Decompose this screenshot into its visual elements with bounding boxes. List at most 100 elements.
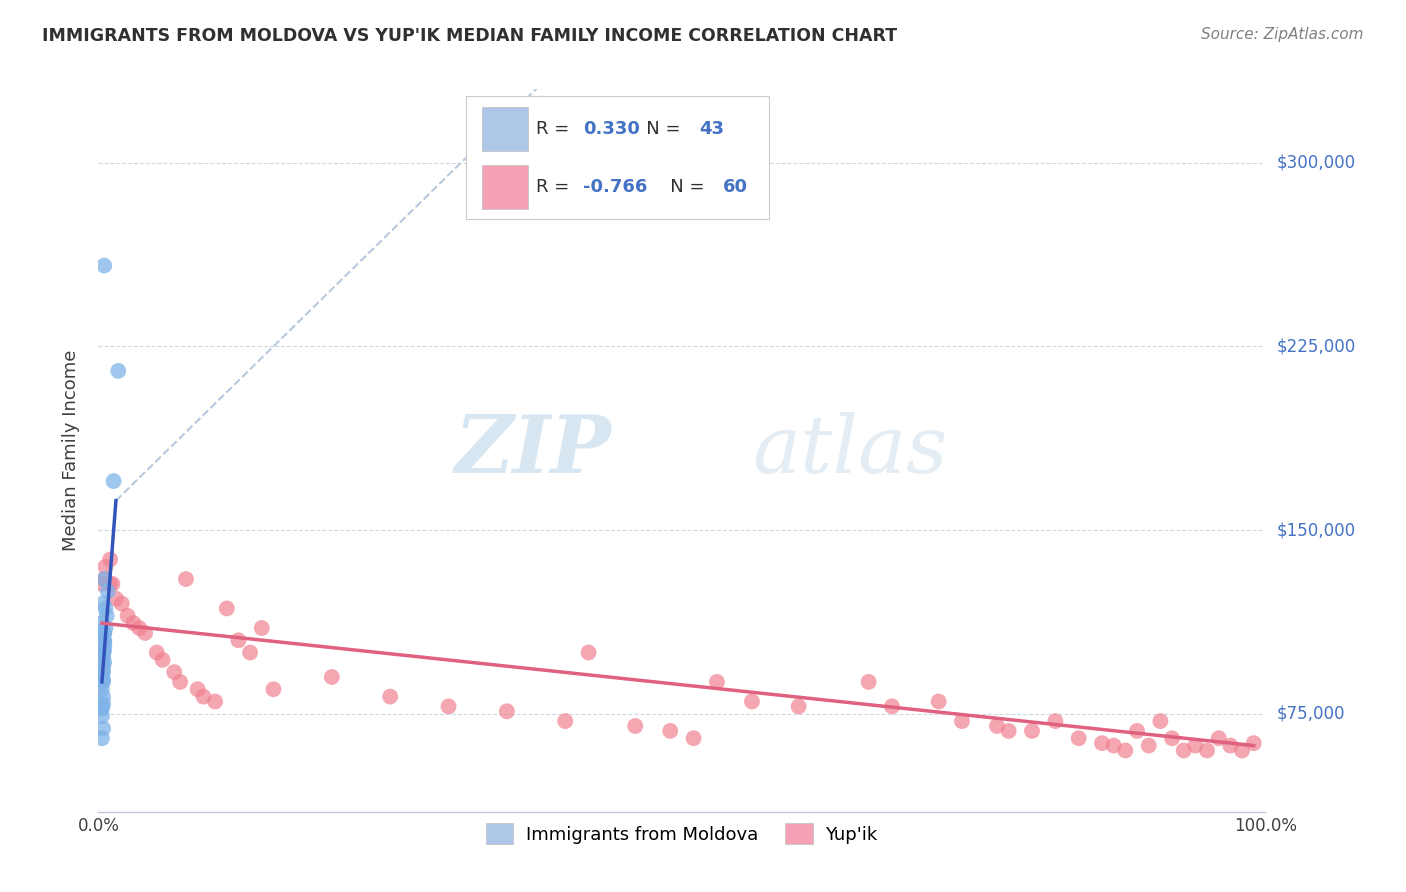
Point bbox=[117, 608, 139, 623]
Point bbox=[578, 646, 600, 660]
Point bbox=[321, 670, 343, 684]
Point bbox=[262, 682, 284, 697]
Point bbox=[91, 657, 114, 672]
Point bbox=[101, 577, 124, 591]
Point bbox=[1126, 723, 1149, 738]
Point bbox=[107, 364, 129, 378]
Point bbox=[1184, 739, 1206, 753]
Point bbox=[706, 674, 728, 689]
Point bbox=[93, 626, 115, 640]
Point bbox=[90, 731, 112, 746]
Point bbox=[90, 682, 112, 697]
Point bbox=[950, 714, 973, 728]
Point bbox=[1243, 736, 1265, 750]
Text: N =: N = bbox=[652, 178, 710, 195]
Point bbox=[1219, 739, 1241, 753]
Point bbox=[91, 665, 114, 679]
Point bbox=[93, 572, 115, 586]
Point bbox=[204, 694, 226, 708]
Point bbox=[111, 597, 134, 611]
Point bbox=[94, 559, 117, 574]
Point bbox=[250, 621, 273, 635]
Text: $225,000: $225,000 bbox=[1277, 337, 1355, 355]
Point bbox=[1161, 731, 1184, 746]
Point bbox=[90, 674, 112, 689]
Point bbox=[215, 601, 238, 615]
Point bbox=[90, 653, 112, 667]
Point bbox=[91, 643, 114, 657]
Point bbox=[91, 697, 114, 711]
Text: N =: N = bbox=[630, 120, 686, 138]
Point bbox=[787, 699, 810, 714]
Point bbox=[98, 577, 121, 591]
Point bbox=[93, 643, 115, 657]
Point bbox=[1137, 739, 1160, 753]
Text: $75,000: $75,000 bbox=[1277, 705, 1346, 723]
Point bbox=[437, 699, 460, 714]
Text: 0.330: 0.330 bbox=[582, 120, 640, 138]
Point bbox=[1195, 743, 1218, 757]
Point bbox=[193, 690, 215, 704]
Point bbox=[624, 719, 647, 733]
Text: -0.766: -0.766 bbox=[582, 178, 647, 195]
Point bbox=[104, 591, 127, 606]
Point bbox=[90, 670, 112, 684]
Point bbox=[986, 719, 1008, 733]
Point bbox=[93, 638, 115, 652]
Point bbox=[169, 674, 191, 689]
Point bbox=[98, 552, 121, 566]
Text: R =: R = bbox=[536, 178, 575, 195]
Point bbox=[880, 699, 903, 714]
Point bbox=[90, 709, 112, 723]
Point bbox=[94, 601, 117, 615]
Point bbox=[997, 723, 1019, 738]
Text: Source: ZipAtlas.com: Source: ZipAtlas.com bbox=[1201, 27, 1364, 42]
Point bbox=[91, 722, 114, 736]
Point bbox=[91, 646, 114, 660]
Point bbox=[741, 694, 763, 708]
Point bbox=[163, 665, 186, 679]
Point bbox=[90, 702, 112, 716]
FancyBboxPatch shape bbox=[482, 107, 527, 151]
Point bbox=[1021, 723, 1043, 738]
Point bbox=[91, 650, 114, 665]
Point bbox=[91, 633, 114, 648]
Point bbox=[228, 633, 250, 648]
Point bbox=[122, 616, 145, 631]
Point bbox=[496, 704, 519, 718]
Point bbox=[90, 640, 112, 655]
Point bbox=[928, 694, 950, 708]
Point bbox=[90, 660, 112, 674]
Point bbox=[134, 626, 156, 640]
Text: ZIP: ZIP bbox=[456, 412, 612, 489]
Point bbox=[97, 584, 120, 599]
Point bbox=[93, 259, 115, 273]
Point bbox=[90, 699, 112, 714]
Point bbox=[1045, 714, 1067, 728]
Point bbox=[96, 608, 118, 623]
Point bbox=[94, 621, 117, 635]
Point bbox=[1102, 739, 1125, 753]
Point bbox=[152, 653, 174, 667]
Point bbox=[91, 690, 114, 704]
FancyBboxPatch shape bbox=[465, 96, 769, 219]
Point bbox=[187, 682, 209, 697]
Legend: Immigrants from Moldova, Yup'ik: Immigrants from Moldova, Yup'ik bbox=[478, 814, 886, 854]
Point bbox=[682, 731, 704, 746]
FancyBboxPatch shape bbox=[482, 165, 527, 209]
Point bbox=[1114, 743, 1136, 757]
Y-axis label: Median Family Income: Median Family Income bbox=[62, 350, 80, 551]
Point bbox=[91, 663, 114, 677]
Point bbox=[380, 690, 402, 704]
Point bbox=[1208, 731, 1230, 746]
Point bbox=[1091, 736, 1114, 750]
Point bbox=[93, 656, 115, 670]
Point bbox=[1173, 743, 1195, 757]
Point bbox=[91, 597, 114, 611]
Point bbox=[91, 648, 114, 662]
Point bbox=[91, 673, 114, 687]
Point bbox=[659, 723, 682, 738]
Point bbox=[90, 665, 112, 679]
Point bbox=[858, 674, 880, 689]
Point bbox=[1149, 714, 1171, 728]
